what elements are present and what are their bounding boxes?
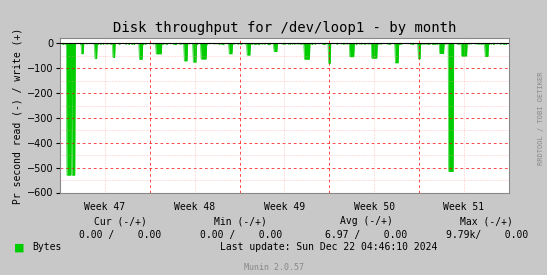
Text: Bytes: Bytes (32, 243, 61, 252)
Title: Disk throughput for /dev/loop1 - by month: Disk throughput for /dev/loop1 - by mont… (113, 21, 456, 35)
Text: Week 51: Week 51 (443, 202, 485, 212)
Text: 0.00 /    0.00: 0.00 / 0.00 (200, 230, 282, 240)
Text: Avg (-/+): Avg (-/+) (340, 216, 393, 226)
Text: RRDTOOL / TOBI OETIKER: RRDTOOL / TOBI OETIKER (538, 72, 544, 165)
Text: Week 50: Week 50 (353, 202, 395, 212)
Text: 9.79k/    0.00: 9.79k/ 0.00 (446, 230, 528, 240)
Text: Week 48: Week 48 (174, 202, 216, 212)
Text: Week 47: Week 47 (84, 202, 126, 212)
Text: Week 49: Week 49 (264, 202, 305, 212)
Text: 6.97 /    0.00: 6.97 / 0.00 (325, 230, 408, 240)
Text: Min (-/+): Min (-/+) (214, 216, 267, 226)
Text: Cur (-/+): Cur (-/+) (94, 216, 147, 226)
Text: 0.00 /    0.00: 0.00 / 0.00 (79, 230, 161, 240)
Text: Max (-/+): Max (-/+) (461, 216, 513, 226)
Text: ■: ■ (14, 243, 25, 252)
Y-axis label: Pr second read (-) / write (+): Pr second read (-) / write (+) (13, 28, 22, 204)
Text: Munin 2.0.57: Munin 2.0.57 (243, 263, 304, 272)
Text: Last update: Sun Dec 22 04:46:10 2024: Last update: Sun Dec 22 04:46:10 2024 (219, 243, 437, 252)
